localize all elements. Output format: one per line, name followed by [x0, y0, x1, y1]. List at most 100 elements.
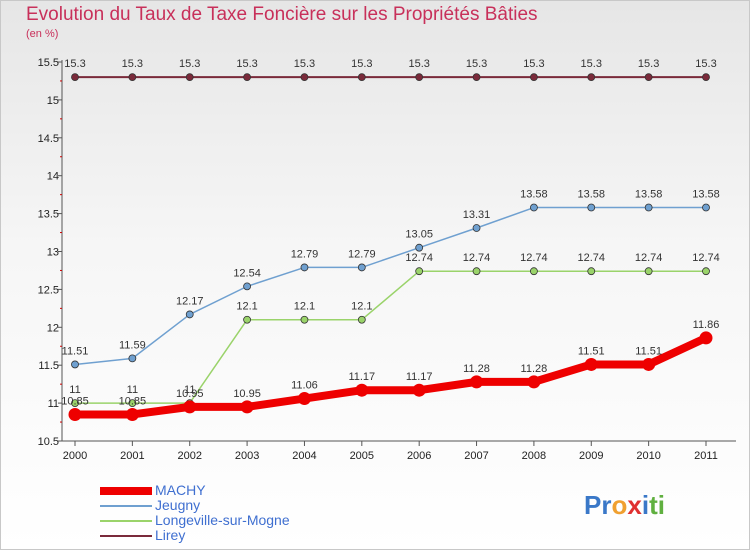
- legend-swatch: [100, 535, 152, 537]
- data-point-lirey: [644, 73, 653, 82]
- data-label-longeville-sur-mogne: 11: [69, 384, 80, 396]
- legend-label: Lirey: [155, 527, 186, 543]
- data-label-longeville-sur-mogne: 12.1: [351, 301, 372, 313]
- data-point-lirey: [587, 73, 596, 82]
- data-point-longeville-sur-mogne: [71, 399, 79, 408]
- data-label-jeugny: 12.79: [291, 248, 319, 260]
- y-tick-label: 11.5: [38, 360, 59, 372]
- data-label-jeugny: 11.51: [62, 345, 89, 357]
- proxiti-logo: Proxiti: [584, 490, 665, 521]
- data-point-jeugny: [300, 263, 309, 272]
- legend-label: MACHY: [155, 482, 206, 498]
- data-point-lirey: [415, 73, 424, 82]
- data-label-longeville-sur-mogne: 12.74: [578, 252, 606, 264]
- data-label-longeville-sur-mogne: 12.74: [405, 252, 433, 264]
- data-point-machy: [68, 407, 82, 421]
- logo-letter: i: [657, 490, 665, 520]
- data-label-machy: 11.17: [348, 371, 375, 383]
- legend-swatch: [100, 487, 152, 495]
- data-point-jeugny: [415, 243, 424, 252]
- data-point-longeville-sur-mogne: [243, 315, 251, 324]
- x-tick-label: 2005: [350, 450, 374, 462]
- data-label-lirey: 15.3: [64, 58, 85, 70]
- data-point-machy: [183, 400, 197, 414]
- logo-letter: P: [584, 490, 602, 520]
- data-label-jeugny: 13.05: [405, 229, 433, 241]
- data-label-lirey: 15.3: [294, 58, 315, 70]
- y-tick-label: 15: [47, 95, 59, 107]
- data-point-jeugny: [243, 282, 251, 291]
- legend-label: Longeville-sur-Mogne: [155, 512, 290, 528]
- data-point-machy: [470, 375, 484, 389]
- data-point-lirey: [357, 73, 366, 82]
- data-label-machy: 10.85: [119, 395, 147, 407]
- data-label-machy: 11.51: [578, 345, 605, 357]
- data-point-lirey: [185, 73, 194, 82]
- data-point-lirey: [530, 73, 538, 82]
- y-tick-label: 13: [47, 247, 59, 259]
- data-point-longeville-sur-mogne: [587, 267, 596, 276]
- chart-title: Evolution du Taux de Taxe Foncière sur l…: [26, 4, 538, 25]
- data-point-longeville-sur-mogne: [702, 267, 710, 276]
- data-point-jeugny: [357, 263, 366, 272]
- data-point-jeugny: [644, 203, 653, 212]
- logo-letter: i: [641, 490, 650, 520]
- data-point-jeugny: [472, 224, 481, 232]
- data-point-machy: [355, 383, 369, 397]
- logo-letter: x: [627, 490, 642, 520]
- data-label-lirey: 15.3: [236, 58, 257, 70]
- data-point-longeville-sur-mogne: [300, 315, 309, 324]
- data-point-jeugny: [128, 354, 137, 363]
- data-label-lirey: 15.3: [523, 58, 544, 70]
- logo-letter: o: [611, 490, 628, 520]
- data-label-machy: 10.85: [61, 395, 89, 407]
- x-tick-label: 2003: [235, 450, 259, 462]
- y-tick-label: 12: [47, 322, 59, 334]
- data-point-longeville-sur-mogne: [530, 267, 538, 276]
- data-point-machy: [699, 331, 713, 345]
- legend-label: Jeugny: [155, 497, 201, 513]
- y-tick-label: 14.5: [38, 133, 59, 145]
- data-point-lirey: [128, 73, 137, 82]
- data-label-longeville-sur-mogne: 12.74: [463, 252, 491, 264]
- data-point-machy: [642, 357, 656, 371]
- legend-swatch: [100, 505, 152, 507]
- data-label-lirey: 15.3: [466, 58, 487, 70]
- data-label-jeugny: 11.59: [119, 339, 146, 351]
- data-label-jeugny: 13.58: [635, 189, 663, 201]
- data-label-lirey: 15.3: [408, 58, 429, 70]
- series-line-jeugny: [74, 206, 707, 366]
- data-label-jeugny: 13.31: [463, 209, 491, 221]
- data-label-machy: 10.95: [233, 388, 261, 400]
- data-label-machy: 11.51: [635, 345, 662, 357]
- data-label-machy: 11.86: [693, 319, 720, 331]
- data-point-machy: [527, 375, 541, 389]
- data-point-machy: [412, 383, 426, 397]
- chart-subtitle: (en %): [26, 28, 59, 40]
- x-tick-label: 2000: [63, 450, 87, 462]
- x-tick-label: 2008: [522, 450, 546, 462]
- data-label-jeugny: 12.79: [348, 248, 376, 260]
- data-label-longeville-sur-mogne: 12.74: [635, 252, 663, 264]
- data-label-lirey: 15.3: [122, 58, 143, 70]
- y-tick-label: 15.5: [38, 57, 59, 69]
- data-label-lirey: 15.3: [638, 58, 659, 70]
- x-tick-label: 2006: [407, 450, 431, 462]
- data-point-lirey: [243, 73, 251, 82]
- data-label-jeugny: 12.54: [233, 267, 261, 279]
- x-tick-label: 2001: [120, 450, 144, 462]
- data-point-longeville-sur-mogne: [472, 267, 481, 276]
- data-label-lirey: 15.3: [351, 58, 372, 70]
- x-tick-label: 2011: [694, 450, 718, 462]
- legend-swatch: [100, 520, 152, 522]
- data-point-jeugny: [702, 203, 710, 212]
- data-label-jeugny: 12.17: [176, 295, 204, 307]
- data-label-longeville-sur-mogne: 12.1: [236, 301, 257, 313]
- data-label-lirey: 15.3: [581, 58, 602, 70]
- data-point-jeugny: [71, 360, 79, 369]
- data-point-lirey: [300, 73, 309, 82]
- data-label-longeville-sur-mogne: 12.1: [294, 301, 315, 313]
- data-label-longeville-sur-mogne: 11: [184, 384, 195, 396]
- data-label-machy: 10.95: [176, 388, 204, 400]
- data-label-jeugny: 13.58: [692, 189, 720, 201]
